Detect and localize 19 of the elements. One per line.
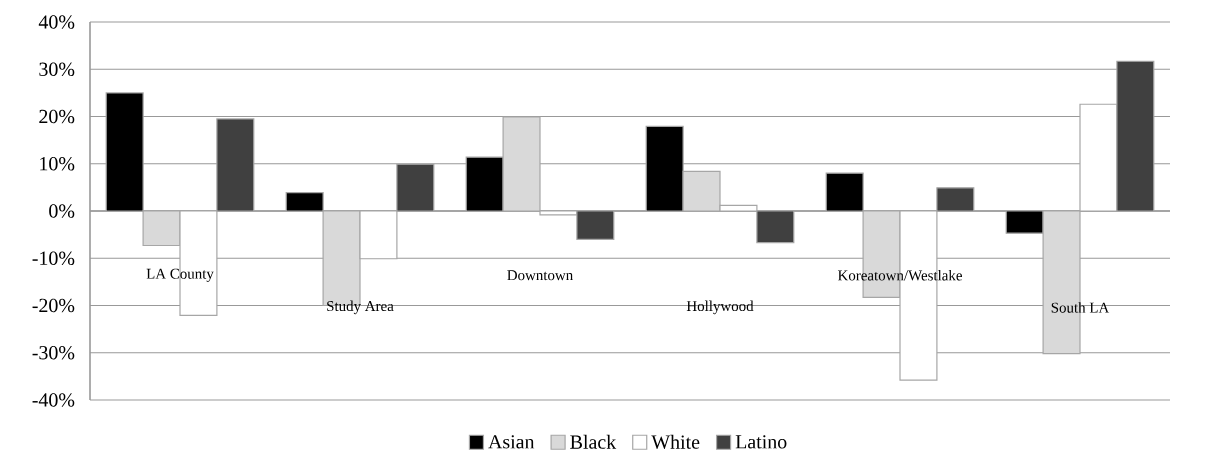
y-tick-label: 0%	[49, 204, 75, 218]
x-tick-label: South LA	[1051, 302, 1110, 313]
legend-label: White	[651, 434, 700, 449]
y-tick-label: 20%	[39, 109, 75, 124]
y-tick-label: -30%	[32, 346, 75, 360]
y-tick-label: 30%	[39, 62, 75, 77]
x-tick-label: Study Area	[327, 300, 394, 315]
x-tick-label: Hollywood	[686, 300, 754, 315]
x-tick-label: LA County	[146, 268, 214, 282]
legend-label: Latino	[735, 435, 787, 449]
y-tick-label: 40%	[38, 15, 75, 29]
legend-label: Black	[570, 434, 617, 449]
legend-label: Asian	[488, 435, 535, 449]
y-tick-label: -40%	[32, 393, 75, 407]
y-tick-label: 10%	[40, 157, 75, 171]
x-tick-label: Koreatown/Westlake	[837, 269, 962, 281]
y-tick-label: -20%	[32, 298, 75, 313]
x-tick-label: Downtown	[507, 270, 573, 281]
y-tick-label: -10%	[32, 251, 75, 265]
